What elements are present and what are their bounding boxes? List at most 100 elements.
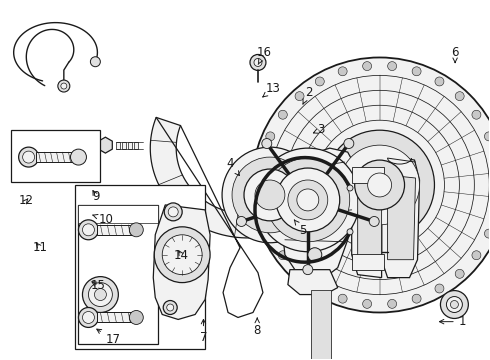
Circle shape	[95, 289, 106, 301]
Circle shape	[266, 158, 350, 242]
Circle shape	[485, 229, 490, 238]
Text: 5: 5	[294, 220, 306, 237]
Bar	[152, 209, 157, 217]
Circle shape	[363, 300, 371, 309]
Circle shape	[303, 265, 313, 275]
Polygon shape	[104, 204, 120, 222]
Circle shape	[472, 251, 481, 260]
Circle shape	[232, 157, 308, 233]
Text: 9: 9	[92, 190, 100, 203]
Circle shape	[71, 149, 86, 165]
Text: 6: 6	[451, 46, 459, 63]
Circle shape	[412, 294, 421, 303]
Circle shape	[455, 92, 464, 101]
Circle shape	[325, 130, 435, 240]
Circle shape	[89, 283, 112, 306]
Circle shape	[90, 57, 100, 67]
Circle shape	[388, 62, 396, 71]
Polygon shape	[283, 148, 355, 278]
Circle shape	[58, 80, 70, 92]
Circle shape	[252, 58, 490, 312]
Circle shape	[388, 300, 396, 309]
Text: 12: 12	[19, 194, 34, 207]
Circle shape	[278, 110, 287, 119]
Text: 1: 1	[440, 315, 466, 328]
Circle shape	[82, 224, 95, 236]
Bar	[352, 167, 384, 183]
Bar	[131, 209, 136, 217]
Text: 7: 7	[200, 319, 207, 344]
Circle shape	[455, 269, 464, 278]
Circle shape	[347, 185, 353, 191]
Bar	[98, 312, 135, 323]
Circle shape	[412, 67, 421, 76]
Polygon shape	[288, 270, 338, 294]
Text: 2: 2	[303, 86, 312, 104]
Circle shape	[256, 148, 360, 252]
Text: 14: 14	[174, 249, 189, 262]
Circle shape	[288, 180, 328, 220]
Circle shape	[129, 223, 143, 237]
Circle shape	[250, 54, 266, 71]
Circle shape	[295, 92, 304, 101]
Circle shape	[222, 147, 318, 243]
Circle shape	[164, 203, 182, 221]
Circle shape	[255, 180, 285, 210]
Text: 11: 11	[32, 241, 47, 254]
Circle shape	[446, 297, 463, 312]
Circle shape	[435, 77, 444, 86]
Bar	[134, 141, 138, 149]
Bar	[98, 225, 135, 235]
Bar	[122, 141, 126, 149]
Circle shape	[168, 207, 178, 217]
Circle shape	[258, 156, 267, 165]
Text: 13: 13	[263, 82, 281, 97]
Circle shape	[266, 229, 275, 238]
Circle shape	[266, 132, 275, 141]
Polygon shape	[388, 175, 416, 260]
Circle shape	[340, 145, 419, 225]
Circle shape	[255, 180, 265, 189]
Circle shape	[363, 62, 371, 71]
Circle shape	[61, 83, 67, 89]
Circle shape	[154, 227, 210, 283]
Text: 10: 10	[93, 213, 113, 226]
Circle shape	[472, 110, 481, 119]
Circle shape	[237, 216, 246, 226]
Circle shape	[23, 151, 35, 163]
Circle shape	[278, 251, 287, 260]
Bar	[124, 209, 129, 217]
Circle shape	[295, 269, 304, 278]
Circle shape	[338, 67, 347, 76]
Circle shape	[315, 77, 324, 86]
Polygon shape	[382, 155, 419, 278]
Circle shape	[276, 168, 340, 232]
Bar	[116, 141, 121, 149]
Circle shape	[163, 301, 177, 315]
Polygon shape	[352, 158, 382, 278]
Bar	[311, 289, 331, 359]
Circle shape	[344, 139, 354, 148]
Bar	[75, 185, 205, 349]
Polygon shape	[150, 117, 337, 238]
Circle shape	[254, 58, 262, 67]
Text: 15: 15	[91, 279, 106, 292]
Circle shape	[308, 248, 322, 262]
Circle shape	[315, 284, 324, 293]
Bar	[11, 130, 100, 182]
Circle shape	[369, 216, 379, 226]
Circle shape	[338, 294, 347, 303]
Circle shape	[258, 205, 267, 214]
Circle shape	[19, 147, 39, 167]
Circle shape	[262, 139, 272, 148]
Bar	[138, 209, 143, 217]
Circle shape	[244, 169, 296, 221]
Circle shape	[167, 304, 173, 311]
Circle shape	[310, 187, 326, 203]
Circle shape	[441, 291, 468, 319]
Polygon shape	[358, 178, 382, 260]
Circle shape	[450, 301, 458, 309]
Bar	[128, 141, 132, 149]
Bar	[352, 254, 384, 270]
Text: 8: 8	[253, 318, 261, 337]
